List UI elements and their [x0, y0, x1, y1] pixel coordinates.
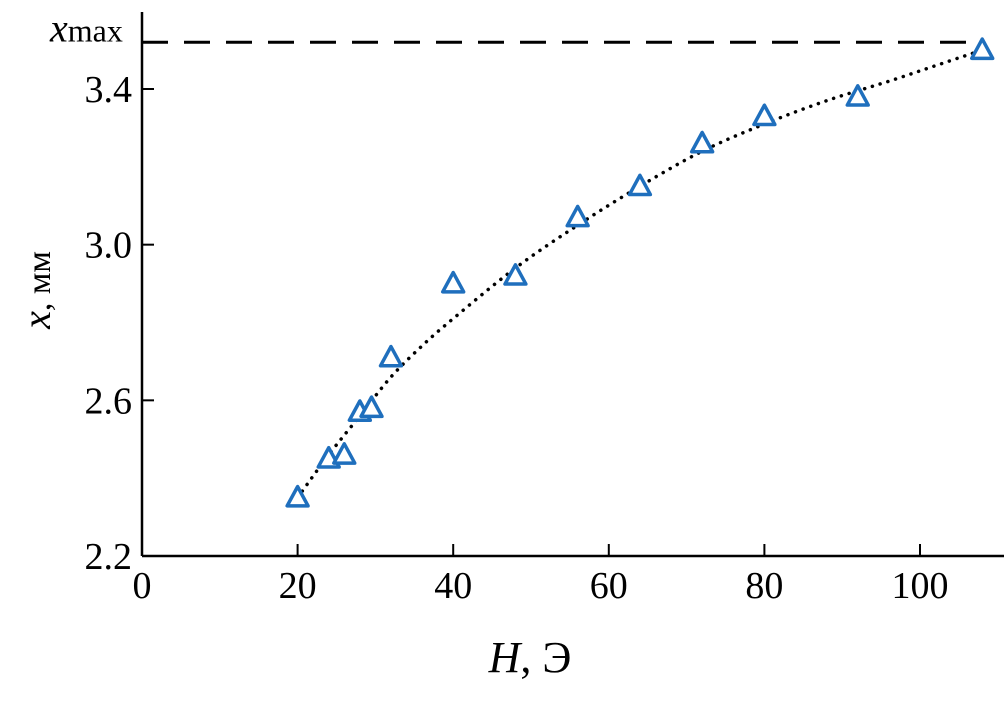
- y-ticks: 2.2 2.6 3.0 3.4: [85, 69, 154, 578]
- data-point: [970, 37, 995, 61]
- x-max-label-var: x: [49, 5, 68, 50]
- data-point: [503, 263, 528, 286]
- y-axis-label-var: x: [14, 311, 59, 330]
- data-point: [332, 442, 357, 465]
- fit-curve: [295, 48, 984, 500]
- y-axis-label-unit: , мм: [21, 251, 58, 311]
- x-tick-label: 60: [590, 565, 628, 607]
- x-tick-label: 80: [745, 565, 783, 607]
- x-tick-label: 20: [279, 565, 317, 607]
- x-tick-label: 40: [434, 565, 472, 607]
- y-tick-label: 2.6: [85, 380, 133, 422]
- y-axis-label: x, мм: [14, 251, 59, 330]
- y-tick-label: 3.4: [85, 69, 133, 111]
- data-point: [359, 395, 384, 419]
- data-point: [565, 204, 590, 228]
- data-point: [627, 173, 653, 197]
- axes: [140, 12, 1004, 558]
- x-axis-label-unit: , Э: [520, 633, 571, 682]
- data-point: [285, 484, 310, 508]
- data-point: [845, 84, 870, 107]
- reference-line-group: xmax: [49, 5, 975, 50]
- y-tick-label: 2.2: [85, 536, 133, 578]
- data-point: [441, 270, 466, 294]
- x-axis-label: H, Э: [488, 633, 572, 682]
- data-point: [378, 344, 404, 368]
- data-point: [689, 130, 715, 154]
- y-tick-label: 3.0: [85, 225, 133, 267]
- x-axis-label-var: H: [488, 633, 523, 682]
- x-tick-label: 100: [892, 565, 949, 607]
- x-max-label: xmax: [49, 5, 123, 50]
- x-tick-label: 0: [133, 565, 152, 607]
- data-points: [285, 37, 995, 508]
- x-max-label-sub: max: [68, 12, 123, 48]
- data-point: [752, 103, 777, 127]
- fit-curve-group: [295, 48, 984, 500]
- x-ticks: 0 20 40 60 80 100: [133, 544, 949, 607]
